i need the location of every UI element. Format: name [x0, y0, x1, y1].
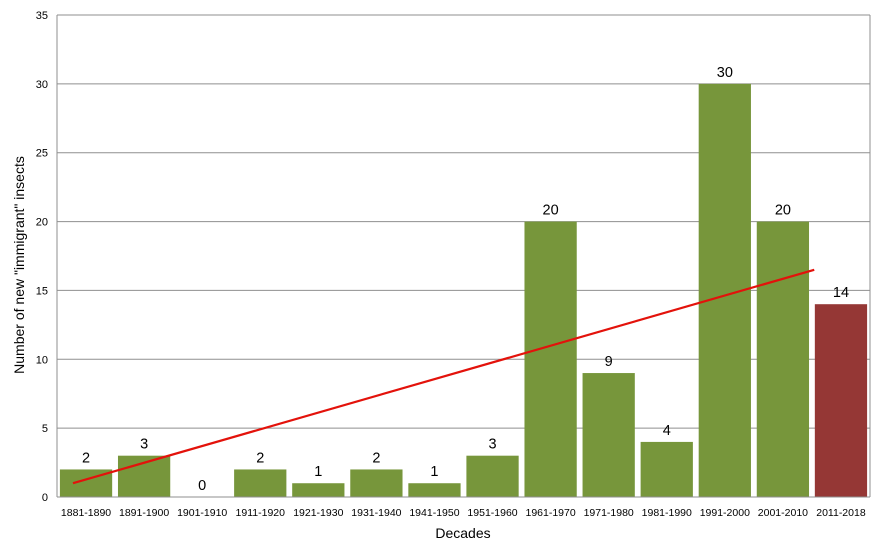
bar	[640, 441, 693, 497]
y-tick-label: 20	[36, 217, 48, 229]
trendline-layer	[72, 268, 815, 485]
x-tick-label: 1971-1980	[584, 507, 634, 519]
x-tick-label: 1921-1930	[293, 507, 343, 519]
x-tick-label: 1891-1900	[119, 507, 169, 519]
data-label: 20	[543, 203, 559, 219]
y-tick-label: 10	[36, 354, 48, 366]
x-tick-label: 1981-1990	[642, 507, 692, 519]
bar	[350, 469, 403, 497]
data-label: 14	[833, 285, 849, 301]
bar	[756, 221, 810, 498]
bar	[234, 469, 287, 497]
y-tick-label: 25	[36, 148, 48, 160]
x-tick-label: 1941-1950	[409, 507, 459, 519]
x-tick-label: 2001-2010	[758, 507, 808, 519]
bar	[292, 483, 345, 497]
x-axis-title: Decades	[435, 525, 490, 541]
y-tick-label: 5	[42, 423, 48, 435]
x-tick-label: 1901-1910	[177, 507, 227, 519]
data-label: 1	[314, 464, 322, 480]
data-label: 3	[488, 437, 496, 453]
y-tick-label: 35	[36, 10, 48, 22]
data-label: 4	[663, 423, 671, 439]
bar	[466, 455, 519, 497]
bar	[524, 221, 577, 498]
data-label: 2	[256, 450, 264, 466]
bar	[814, 304, 868, 497]
gridlines	[57, 14, 870, 498]
data-label: 30	[717, 65, 733, 81]
data-label: 0	[198, 478, 206, 494]
bar	[408, 483, 461, 497]
data-label: 2	[82, 450, 90, 466]
axes: Number of new "immigrant" insects Decade…	[11, 10, 871, 541]
x-tick-label: 1951-1960	[467, 507, 517, 519]
data-label: 2	[372, 450, 380, 466]
bar	[582, 373, 635, 497]
x-tick-label: 1961-1970	[525, 507, 575, 519]
x-tick-label: 1911-1920	[236, 507, 286, 519]
data-label: 3	[140, 437, 148, 453]
y-tick-label: 0	[42, 492, 48, 504]
data-label: 1	[430, 464, 438, 480]
y-axis-title: Number of new "immigrant" insects	[11, 156, 27, 374]
x-tick-label: 1991-2000	[700, 507, 750, 519]
data-label: 20	[775, 203, 791, 219]
data-label: 9	[605, 354, 613, 370]
x-tick-label: 1881-1890	[61, 507, 111, 519]
y-tick-label: 30	[36, 79, 48, 91]
trendline	[72, 268, 815, 485]
x-tick-label: 2011-2018	[816, 507, 866, 519]
x-tick-label: 1931-1940	[351, 507, 401, 519]
y-tick-label: 15	[36, 285, 48, 297]
